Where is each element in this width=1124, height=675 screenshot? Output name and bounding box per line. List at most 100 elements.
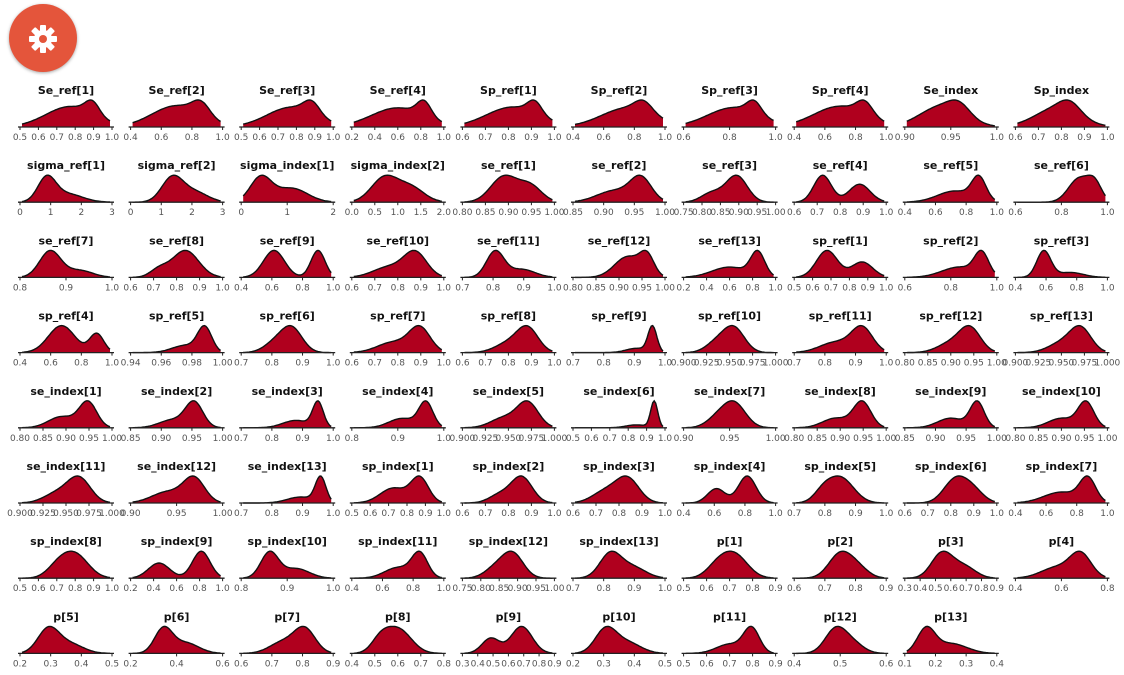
x-tick-label: 0.6 (455, 359, 470, 369)
density-curve (1017, 550, 1106, 579)
density-panel: p[3] 0.3 0.4 0.5 0.6 0.7 0.8 0.9 (898, 535, 1005, 594)
x-tick-label: 0.8 (391, 359, 406, 369)
density-area (464, 476, 553, 503)
x-tick-label: 1.00 (544, 584, 564, 594)
x-tick-label: 0.3 (898, 584, 912, 594)
x-tick-label: 1.0 (326, 434, 341, 444)
x-tick-label: 0.95 (521, 208, 541, 218)
panel-title: sp_ref[1] (813, 234, 868, 247)
density-area (906, 400, 995, 428)
density-panel: se_ref[4] 0.6 0.7 0.8 0.9 1.0 (787, 159, 894, 218)
panel-title: p[7] (274, 610, 300, 623)
density-area (132, 325, 221, 353)
x-tick-label: 1.0 (990, 133, 1005, 143)
density-panel: se_index[8] 0.80 0.85 0.90 0.95 1.00 (784, 385, 896, 444)
x-tick-label: 0.8 (289, 133, 304, 143)
panel-title: sp_ref[3] (1034, 234, 1089, 247)
x-tick-label: 0.4 (345, 584, 360, 594)
x-tick-label: 1.0 (658, 584, 673, 594)
density-area (1017, 250, 1106, 278)
x-tick-label: 3 (220, 208, 226, 218)
x-tick-label: 1.0 (326, 584, 341, 594)
x-tick-label: 1.0 (768, 509, 783, 519)
x-tick-label: 0.925 (694, 359, 720, 369)
x-tick-label: 0.8 (745, 283, 760, 293)
x-tick-label: 0.80 (563, 283, 583, 293)
density-curve (1017, 400, 1106, 429)
panel-title: sp_index[2] (473, 460, 545, 473)
x-tick-label: 0.8 (185, 133, 200, 143)
density-panel: sp_index[8] 0.5 0.6 0.7 0.8 0.9 1.0 (13, 535, 120, 594)
panel-title: se_index[1] (30, 385, 101, 398)
x-tick-label: 2 (189, 208, 195, 218)
x-tick-label: 0.9 (59, 283, 74, 293)
x-tick-label: 0.8 (486, 283, 501, 293)
density-area (132, 175, 221, 203)
x-tick-label: 0.8 (345, 434, 360, 444)
x-tick-label: 0.85 (33, 434, 53, 444)
density-panel: se_index[10] 0.80 0.85 0.90 0.95 1.00 (1005, 385, 1117, 444)
x-tick-label: 0.6 (345, 283, 360, 293)
x-tick-label: 0.6 (375, 584, 390, 594)
x-tick-label: 0.90 (121, 509, 141, 519)
panel-title: se_ref[1] (481, 159, 536, 172)
x-tick-label: 0.9 (86, 133, 101, 143)
density-panel: sp_ref[5] 0.94 0.96 0.98 1.00 (121, 310, 233, 369)
x-tick-label: 1.0 (768, 283, 783, 293)
x-tick-label: 0.6 (879, 659, 894, 669)
panel-title: sp_index[4] (694, 460, 766, 473)
settings-button[interactable] (9, 4, 77, 72)
x-tick-label: 0.9 (326, 659, 341, 669)
x-tick-label: 0.7 (787, 509, 801, 519)
density-area (353, 100, 442, 127)
x-tick-label: 0.7 (234, 509, 248, 519)
x-tick-label: 0.4 (699, 283, 714, 293)
density-panel: sp_ref[2] 0.6 0.8 1.0 (898, 234, 1005, 293)
density-area (22, 325, 110, 353)
x-tick-label: 1.0 (879, 133, 894, 143)
x-tick-label: 0.8 (1070, 509, 1085, 519)
x-tick-label: 0.90 (925, 434, 945, 444)
x-tick-label: 1.0 (437, 283, 452, 293)
x-tick-label: 0.7 (959, 584, 973, 594)
density-panel: sp_index[3] 0.6 0.7 0.8 0.9 1.0 (566, 460, 673, 519)
x-tick-label: 0.8 (745, 584, 760, 594)
density-area (132, 476, 221, 503)
x-tick-label: 0.7 (589, 509, 603, 519)
x-tick-label: 0.8 (722, 133, 737, 143)
density-panel: p[9] 0.3 0.4 0.5 0.6 0.7 0.8 0.9 (455, 610, 562, 669)
x-tick-label: 0.6 (787, 208, 802, 218)
x-tick-label: 0.90 (508, 584, 528, 594)
x-tick-label: 0.7 (603, 434, 617, 444)
x-tick-label: 0.6 (31, 133, 46, 143)
x-tick-label: 0.6 (1008, 133, 1023, 143)
density-curve (132, 625, 221, 654)
x-tick-label: 0.8 (74, 359, 89, 369)
x-tick-label: 0.9 (639, 434, 654, 444)
x-tick-label: 0.925 (1026, 359, 1052, 369)
x-tick-label: 0.900 (450, 434, 476, 444)
density-panel: Se_ref[1] 0.5 0.6 0.7 0.8 0.9 1.0 (13, 84, 120, 143)
density-curve (21, 550, 111, 579)
x-tick-label: 1.00 (213, 359, 233, 369)
density-curve (243, 99, 332, 125)
density-area (132, 626, 221, 654)
x-tick-label: 0.7 (234, 434, 248, 444)
panel-title: sp_ref[12] (919, 310, 982, 323)
density-panel: sp_index[1] 0.5 0.6 0.7 0.8 0.9 1.0 (345, 460, 452, 519)
density-curve (243, 625, 332, 654)
density-area (575, 400, 663, 428)
x-tick-label: 0.85 (489, 584, 509, 594)
x-tick-label: 0.9 (856, 208, 871, 218)
density-area (353, 400, 442, 428)
density-curve (685, 475, 774, 504)
density-panel: sp_ref[9] 0.7 0.8 0.9 1.0 (566, 310, 673, 369)
x-tick-label: 0.5 (105, 659, 119, 669)
x-tick-label: 0.8 (1054, 208, 1069, 218)
x-tick-label: 0.6 (1039, 283, 1054, 293)
density-curve (353, 99, 443, 123)
x-tick-label: 0.80 (1005, 434, 1025, 444)
density-panel: sigma_ref[1] 0 1 2 3 (17, 159, 115, 218)
density-panel: se_index[3] 0.7 0.8 0.9 1.0 (234, 385, 341, 444)
panel-title: Sp_ref[1] (480, 84, 537, 97)
